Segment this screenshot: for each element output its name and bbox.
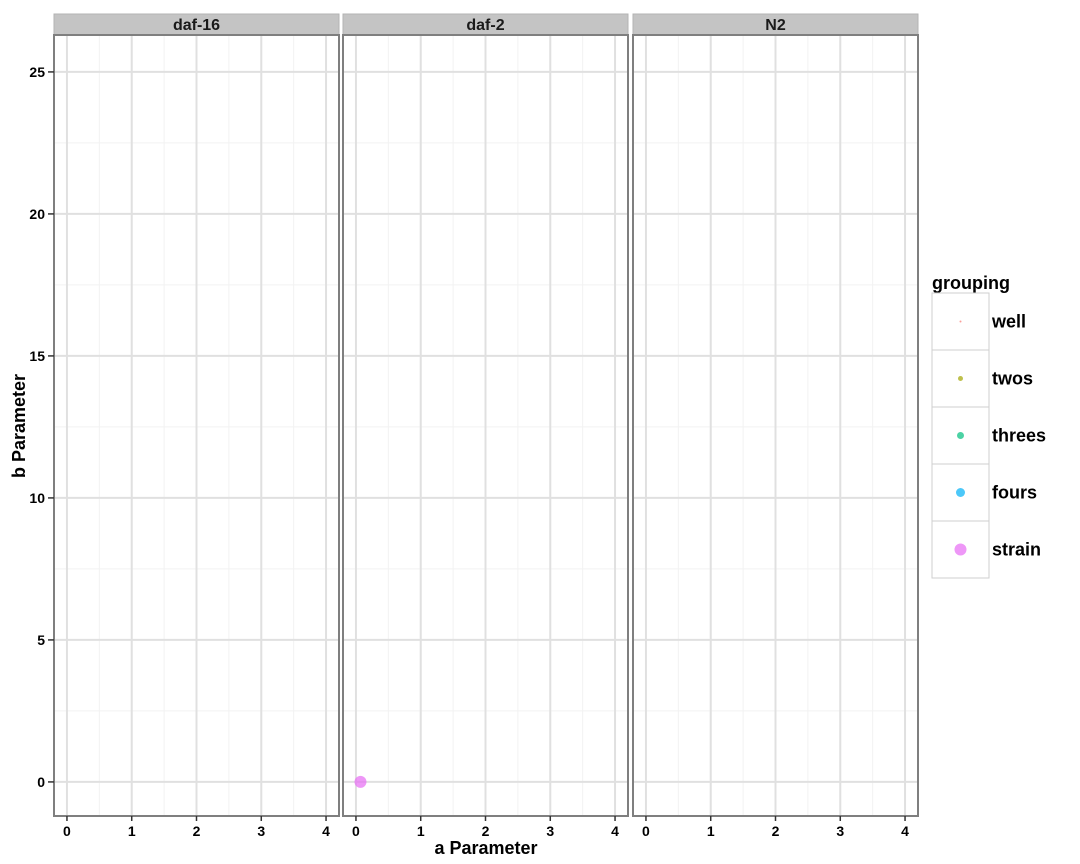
x-axis-title: a Parameter: [434, 838, 537, 858]
legend-item-strain: strain: [931, 520, 1041, 579]
legend-swatch: [957, 432, 964, 439]
x-tick-label: 4: [322, 823, 330, 839]
facet-strip-label: daf-16: [173, 17, 220, 34]
legend-swatch: [954, 543, 967, 556]
facet-strip-label: N2: [765, 17, 786, 34]
facet-panel-N2: N2: [632, 13, 919, 817]
y-tick-label: 0: [37, 774, 45, 790]
legend-swatch: [956, 488, 965, 497]
legend-swatch: [958, 376, 963, 381]
y-axis-title: b Parameter: [9, 374, 29, 478]
y-axis: 0 5 10 15 20 25: [29, 64, 54, 790]
x-tick-label: 2: [772, 823, 780, 839]
x-tick-label: 0: [63, 823, 71, 839]
legend-title: grouping: [932, 273, 1010, 293]
x-tick-label: 2: [482, 823, 490, 839]
x-tick-label: 3: [257, 823, 265, 839]
data-point-strain: [354, 775, 367, 788]
y-tick-label: 20: [29, 206, 45, 222]
x-tick-label: 0: [352, 823, 360, 839]
y-tick-label: 5: [37, 632, 45, 648]
legend-item-well: well: [931, 292, 1026, 351]
x-tick-label: 1: [417, 823, 425, 839]
x-tick-label: 3: [836, 823, 844, 839]
facet-strip-label: daf-2: [466, 17, 504, 34]
legend-label: well: [991, 312, 1026, 332]
legend-item-fours: fours: [931, 463, 1037, 522]
x-tick-label: 3: [546, 823, 554, 839]
x-tick-label: 1: [707, 823, 715, 839]
legend-item-twos: twos: [931, 349, 1033, 408]
x-tick-label: 4: [901, 823, 909, 839]
x-tick-label: 0: [642, 823, 650, 839]
facet-panel-daf-2: daf-2: [342, 13, 629, 817]
y-tick-label: 15: [29, 348, 45, 364]
y-tick-label: 10: [29, 490, 45, 506]
x-tick-label: 1: [128, 823, 136, 839]
legend-label: twos: [992, 369, 1033, 389]
legend-label: fours: [992, 483, 1037, 503]
legend: grouping well twos threes fours strain: [931, 273, 1046, 579]
facet-panels: daf-16 daf-2 N2: [53, 13, 919, 817]
x-axis: 0 1 2 3 4 0 1 2 3 4 0 1 2 3 4: [63, 816, 909, 839]
y-tick-label: 25: [29, 64, 45, 80]
x-tick-label: 4: [611, 823, 619, 839]
x-tick-label: 2: [193, 823, 201, 839]
legend-label: threes: [992, 426, 1046, 446]
legend-swatch: [959, 320, 962, 323]
legend-item-threes: threes: [931, 406, 1046, 465]
legend-label: strain: [992, 540, 1041, 560]
facet-panel-daf-16: daf-16: [53, 13, 340, 817]
